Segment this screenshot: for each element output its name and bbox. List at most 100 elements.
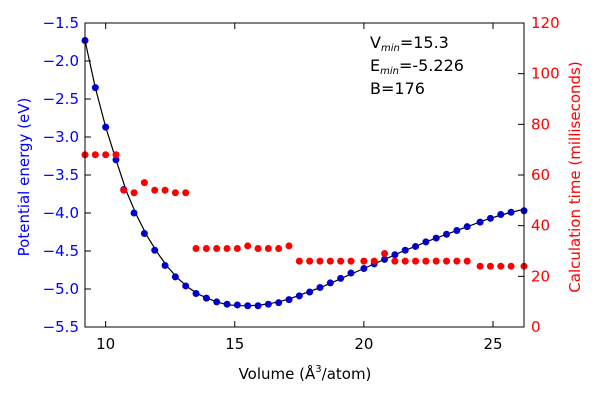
annotation-emin-value: =-5.226	[399, 56, 464, 75]
x-tick-label: 20	[354, 335, 373, 353]
annotation-vmin-value: =15.3	[400, 33, 449, 52]
time-point	[412, 257, 420, 265]
energy-point	[381, 255, 389, 263]
time-point	[497, 262, 505, 270]
y-left-tick-label: −5.5	[43, 318, 79, 336]
annotation-vmin: Vmin=15.3	[370, 33, 449, 54]
x-axis-title-exp: 3	[315, 364, 321, 375]
time-point	[275, 244, 283, 252]
energy-point	[432, 234, 440, 242]
energy-point	[151, 246, 159, 254]
energy-point	[486, 214, 494, 222]
y-right-tick-label: 0	[531, 318, 541, 336]
energy-point	[130, 209, 138, 217]
y-right-axis-title: Calculation time (milliseconds)	[566, 61, 584, 292]
fit-curve	[84, 40, 525, 307]
time-point	[233, 244, 241, 252]
annotation-emin-prefix: E	[370, 56, 380, 75]
time-point	[453, 257, 461, 265]
y-right-tick-label: 100	[531, 65, 560, 83]
annotation-emin: Emin=-5.226	[370, 56, 464, 77]
y-right-tick-label: 80	[531, 115, 550, 133]
x-axis-title-suffix: /atom)	[322, 365, 372, 383]
time-point	[391, 257, 399, 265]
time-point	[102, 151, 110, 159]
y-left-tick-label: −2.5	[43, 90, 79, 108]
energy-point	[202, 294, 210, 302]
energy-point	[213, 298, 221, 306]
energy-point	[254, 302, 262, 310]
energy-point	[233, 301, 241, 309]
energy-point	[507, 208, 515, 216]
y-left-tick-label: −3.5	[43, 166, 79, 184]
time-point	[171, 189, 179, 197]
points-layer	[81, 36, 528, 310]
annotation-emin-sub: min	[380, 66, 399, 77]
annotation-vmin-sub: min	[381, 43, 400, 54]
time-point	[254, 244, 262, 252]
energy-point	[360, 264, 368, 272]
energy-point	[91, 84, 99, 92]
time-point	[182, 189, 190, 197]
y-left-tick-label: −3.0	[43, 128, 79, 146]
energy-point	[295, 292, 303, 300]
time-point	[91, 151, 99, 159]
energy-point	[412, 242, 420, 250]
energy-point	[443, 230, 451, 238]
energy-point	[264, 300, 272, 308]
y-left-tick-label: −4.0	[43, 204, 79, 222]
time-point	[337, 257, 345, 265]
energy-point	[316, 283, 324, 291]
annotation-box: Vmin=15.3 Emin=-5.226 B=176	[370, 33, 464, 98]
y-right-tick-label: 60	[531, 166, 550, 184]
energy-point	[497, 211, 505, 219]
x-tick-label: 15	[225, 335, 244, 353]
fit-layer	[84, 40, 525, 307]
time-point	[443, 257, 451, 265]
energy-point	[337, 274, 345, 282]
time-point	[507, 262, 515, 270]
y-right-tick-label: 40	[531, 217, 550, 235]
time-point	[422, 257, 430, 265]
energy-point	[463, 223, 471, 231]
time-point	[401, 257, 409, 265]
annotation-bulk-modulus: B=176	[370, 79, 425, 98]
time-point	[476, 262, 484, 270]
x-axis-title-unit: Å	[305, 364, 316, 383]
time-point	[463, 257, 471, 265]
time-point	[264, 244, 272, 252]
time-point	[244, 242, 252, 250]
time-point	[360, 257, 368, 265]
y-left-tick-label: −2.0	[43, 52, 79, 70]
y-left-axis-title: Potential energy (eV)	[15, 98, 33, 257]
time-point	[432, 257, 440, 265]
x-tick-label: 10	[96, 335, 115, 353]
x-axis-title: Volume (Å3/atom)	[239, 364, 372, 383]
energy-point	[326, 279, 334, 287]
energy-point	[161, 261, 169, 269]
y-right-tick-label: 20	[531, 267, 550, 285]
annotation-vmin-prefix: V	[370, 33, 381, 52]
energy-point	[275, 299, 283, 307]
time-point	[486, 262, 494, 270]
energy-point	[102, 123, 110, 131]
time-point	[213, 244, 221, 252]
time-point	[140, 179, 148, 187]
time-point	[295, 257, 303, 265]
time-point	[347, 257, 355, 265]
energy-point	[140, 230, 148, 238]
time-point	[151, 186, 159, 194]
energy-point	[347, 269, 355, 277]
energy-point	[182, 282, 190, 290]
energy-point	[476, 218, 484, 226]
x-axis-title-prefix: Volume (	[239, 365, 305, 383]
energy-point	[223, 300, 231, 308]
time-point	[326, 257, 334, 265]
time-point	[161, 186, 169, 194]
time-point	[381, 250, 389, 258]
time-point	[370, 257, 378, 265]
time-point	[285, 242, 293, 250]
energy-point	[112, 156, 120, 164]
time-point	[316, 257, 324, 265]
